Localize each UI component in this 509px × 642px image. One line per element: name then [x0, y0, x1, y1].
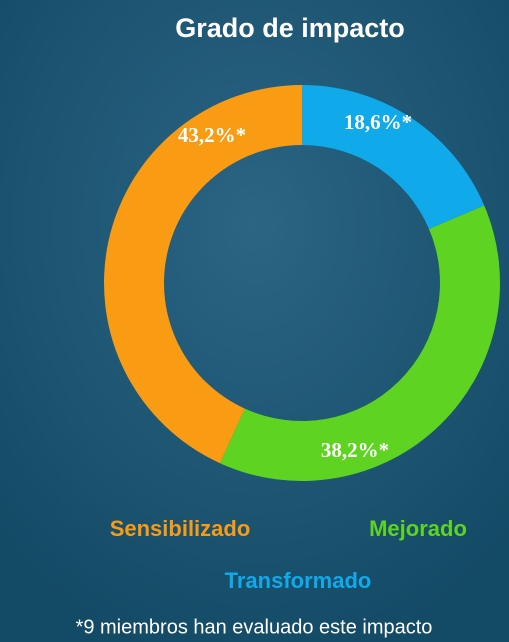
donut-segment: [219, 205, 501, 482]
donut-segment: [302, 85, 485, 229]
footnote: *9 miembros han evaluado este impacto: [76, 616, 433, 638]
legend-label: Sensibilizado: [110, 516, 251, 541]
value-label: 18,6%*: [344, 110, 412, 134]
legend-label: Mejorado: [369, 516, 467, 541]
value-label: 43,2%*: [178, 123, 246, 147]
legend-label: Transformado: [225, 568, 372, 593]
donut-segment: [103, 85, 302, 464]
chart-title: Grado de impacto: [175, 13, 405, 43]
value-label: 38,2%*: [321, 438, 389, 462]
